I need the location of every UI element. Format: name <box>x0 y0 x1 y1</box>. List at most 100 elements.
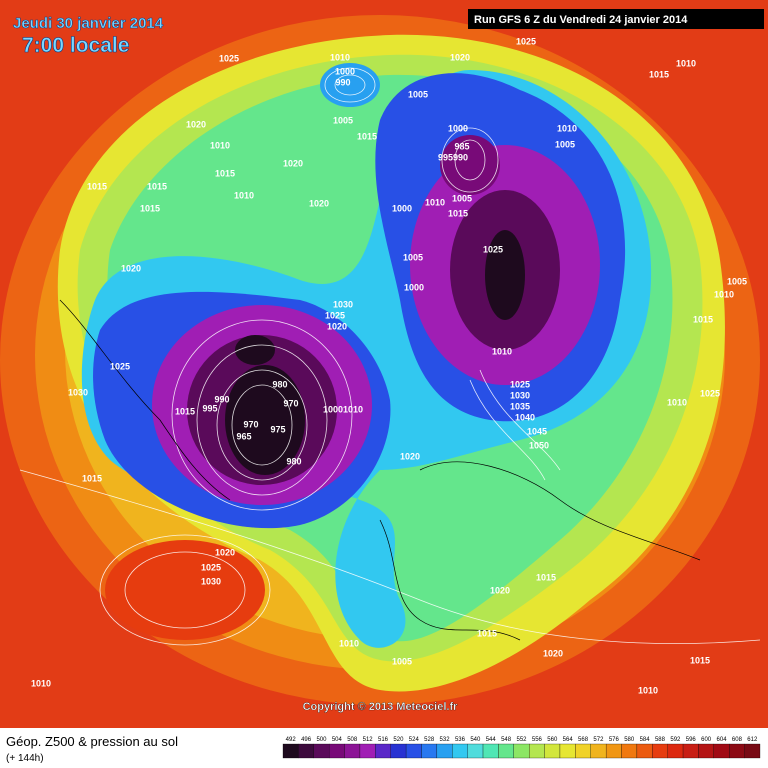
scale-swatch <box>344 743 361 759</box>
scale-label: 548 <box>501 737 512 743</box>
scale-label: 540 <box>470 737 481 743</box>
scale-swatch <box>498 743 514 759</box>
isobar-label: 1015 <box>82 473 102 483</box>
isobar-label: 990 <box>214 394 229 404</box>
scale-swatch <box>652 743 668 759</box>
forecast-date: Jeudi 30 janvier 2014 <box>13 15 164 32</box>
scale-swatch <box>282 743 299 759</box>
isobars <box>19 67 761 646</box>
copyright: Copyright © 2013 Meteociel.fr <box>303 701 459 713</box>
scale-swatch <box>529 743 545 759</box>
scale-swatch <box>513 743 530 759</box>
scale-label: 512 <box>363 737 374 743</box>
scale-swatch <box>667 743 684 759</box>
scale-swatch <box>482 743 499 759</box>
scale-label: 564 <box>563 737 574 743</box>
scale-swatch <box>375 743 391 759</box>
scale-swatch <box>421 743 438 759</box>
isobar-label: 1025 <box>110 361 130 371</box>
isobar-label: 1015 <box>693 314 713 324</box>
isobar-label: 1000 <box>404 282 424 292</box>
isobar-label: 970 <box>243 419 258 429</box>
isobar-label: 1005 <box>727 276 747 286</box>
height-field <box>0 15 760 705</box>
isobar-label: 1020 <box>543 648 563 658</box>
scale-swatch <box>713 743 730 759</box>
run-info: Run GFS 6 Z du Vendredi 24 janvier 2014 <box>474 14 688 26</box>
scale-swatch <box>390 743 407 759</box>
isobar-label: 1015 <box>215 168 235 178</box>
scale-label: 584 <box>640 737 651 743</box>
scale-label: 528 <box>424 737 435 743</box>
isobar-label: 1035 <box>510 401 530 411</box>
isobar-label: 1000 <box>335 66 355 76</box>
scale-label: 596 <box>686 737 697 743</box>
isobar-label: 1050 <box>529 440 549 450</box>
isobar-label: 1020 <box>450 52 470 62</box>
scale-swatch <box>329 743 345 759</box>
isobar-label: 985 <box>454 141 469 151</box>
isobar-label: 1015 <box>175 406 195 416</box>
scale-label: 532 <box>440 737 451 743</box>
scale-swatch <box>575 743 591 759</box>
isobar-label: 1020 <box>309 198 329 208</box>
isobar-label: 980 <box>272 379 287 389</box>
isobar-label: 1010 <box>330 52 350 62</box>
isobar-label: 1030 <box>201 576 221 586</box>
isobar-label: 1000 <box>448 123 468 133</box>
isobar-label: 1020 <box>400 451 420 461</box>
coastlines <box>59 299 701 641</box>
isobar-label: 1010 <box>339 638 359 648</box>
isobar-label: 1015 <box>649 69 669 79</box>
isobar-label: 1010 <box>676 58 696 68</box>
scale-label: 572 <box>593 737 604 743</box>
isobar-label: 1020 <box>121 263 141 273</box>
footer-lead: (+ 144h) <box>6 753 44 764</box>
run-box <box>468 9 764 29</box>
isobar-label: 1005 <box>403 252 423 262</box>
isobar-label: 1005 <box>408 89 428 99</box>
scale-label: 612 <box>747 737 758 743</box>
scale-label: 544 <box>486 737 497 743</box>
isobar-label: 1015 <box>357 131 377 141</box>
scale-swatch <box>359 743 376 759</box>
forecast-time: 7:00 locale <box>22 34 129 57</box>
isobar-label: 1025 <box>483 244 503 254</box>
isobar-label: 1010 <box>557 123 577 133</box>
isobar-label: 1010 <box>492 346 512 356</box>
isobar-label: 1020 <box>215 547 235 557</box>
isobar-label: 1000 <box>323 404 343 414</box>
scale-swatch <box>698 743 714 759</box>
isobar-label: 1005 <box>555 139 575 149</box>
isobar-label: 1010 <box>638 685 658 695</box>
isobar-label: 1040 <box>515 412 535 422</box>
scale-swatch <box>636 743 653 759</box>
isobar-label: 1005 <box>333 115 353 125</box>
isobar-label: 1010 <box>714 289 734 299</box>
footer-title: Géop. Z500 & pression au sol <box>6 734 178 749</box>
scale-label: 580 <box>624 737 635 743</box>
scale-swatch <box>544 743 561 759</box>
isobar-label: 1015 <box>536 572 556 582</box>
isobar-label: 1020 <box>490 585 510 595</box>
isobar-label: 970 <box>283 398 298 408</box>
scale-label: 600 <box>701 737 712 743</box>
scale-swatch <box>452 743 468 759</box>
isobar-label: 1015 <box>147 181 167 191</box>
scale-swatch <box>298 743 314 759</box>
scale-swatch <box>436 743 453 759</box>
isobar-label: 965 <box>236 431 251 441</box>
isobar-label: 1015 <box>448 208 468 218</box>
isobar-label: 1010 <box>343 404 363 414</box>
scale-label: 536 <box>455 737 466 743</box>
isobar-label: 1030 <box>510 390 530 400</box>
isobar-label: 1010 <box>210 140 230 150</box>
scale-swatch <box>467 743 484 759</box>
scale-label: 524 <box>409 737 420 743</box>
isobar-label: 995990 <box>438 152 468 162</box>
isobar-label: 1005 <box>452 193 472 203</box>
scale-swatch <box>621 743 638 759</box>
scale-label: 508 <box>347 737 358 743</box>
isobar-label: 1025 <box>201 562 221 572</box>
